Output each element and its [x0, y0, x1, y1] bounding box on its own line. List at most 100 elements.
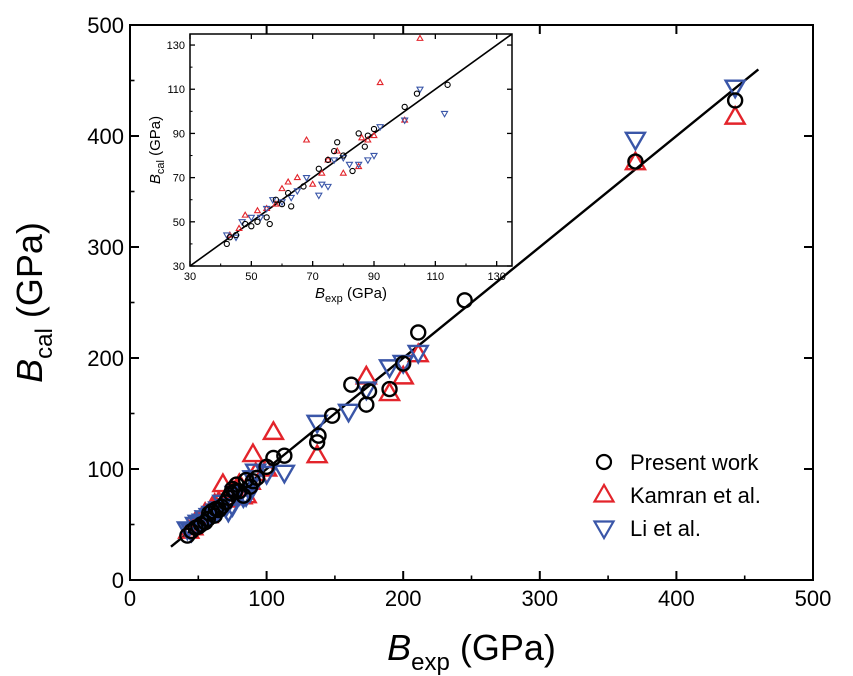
inset-point-circle [242, 220, 249, 228]
inset-point-circle [300, 183, 307, 190]
inset-point-triangle-down [339, 155, 348, 163]
main-point-circle [395, 355, 412, 372]
inset-point-circle [324, 156, 332, 164]
main-point-triangle-down [723, 79, 747, 100]
inset-x-tick-label: 50 [245, 271, 257, 283]
main-y-tick-label: 400 [87, 124, 124, 149]
legend: Present work Kamran et al. Li et al. [592, 450, 761, 541]
inset-x-axis-label-subscript: exp [325, 293, 343, 305]
main-point-triangle-down [623, 131, 647, 152]
inset-point-triangle-up [339, 169, 348, 176]
main-x-axis-label-unit: (GPa) [450, 627, 556, 668]
inset-point-triangle-up [278, 184, 286, 192]
inset-point-circle [278, 200, 286, 208]
inset-point-triangle-down [416, 86, 424, 94]
main-point-circle [310, 427, 327, 444]
main-series-circle [179, 92, 744, 544]
inset-point-triangle-up [284, 177, 292, 185]
inset-point-triangle-up [293, 173, 302, 181]
inset-point-triangle-down [363, 157, 372, 165]
inset-point-circle [272, 196, 280, 203]
inset-point-triangle-up [370, 131, 378, 139]
main-x-tick-label: 0 [124, 586, 136, 611]
inset-point-circle [315, 165, 322, 172]
inset-point-triangle-up [333, 147, 342, 154]
main-y-tick-label: 100 [87, 457, 124, 482]
main-y-axis-label-symbol: B [9, 359, 50, 383]
inset-point-triangle-down [247, 214, 256, 222]
main-point-triangle-up [305, 443, 329, 464]
inset-x-axis-label: Bexp (GPa) [315, 285, 387, 305]
main-y-tick-label: 0 [112, 568, 124, 593]
inset-series-triangle-down [222, 86, 449, 242]
inset-y-tick-label: 130 [167, 40, 185, 52]
inset-point-circle [355, 130, 362, 137]
inset-x-tick-label: 70 [307, 271, 319, 283]
inset-y-tick-label: 30 [173, 261, 185, 273]
main-point-triangle-up [354, 364, 378, 385]
inset-series-circle [223, 81, 451, 248]
inset-y-axis-label-unit: (GPa) [147, 116, 164, 160]
inset-point-triangle-down [370, 152, 378, 160]
inset-point-triangle-up [376, 78, 384, 86]
inset-point-circle [401, 103, 408, 111]
inset-point-triangle-down [262, 205, 271, 213]
main-y-tick-label: 200 [87, 346, 124, 371]
inset-point-triangle-down [345, 161, 354, 169]
main-point-triangle-down [272, 464, 296, 485]
main-x-axis-label-subscript: exp [411, 649, 450, 676]
main-point-circle [276, 447, 293, 464]
main-point-triangle-down [305, 414, 329, 435]
main-point-triangle-up [241, 442, 265, 463]
main-point-triangle-up [723, 104, 747, 125]
inset-point-triangle-up [308, 180, 317, 187]
inset-point-circle [266, 220, 273, 228]
inset-point-triangle-down [232, 234, 240, 242]
inset-point-circle [263, 214, 270, 221]
main-y-axis-label-subscript: cal [31, 328, 58, 359]
inset-point-triangle-down [268, 197, 277, 205]
main-plot: 0 100 200 300 400 500 0 100 200 300 400 500 Bexp (GP… [9, 13, 831, 676]
inset-point-triangle-up [262, 204, 271, 212]
inset-point-circle [334, 139, 341, 146]
main-point-circle [360, 383, 378, 400]
legend-marker-triangle-up [592, 482, 616, 503]
main-y-axis-label-unit: (GPa) [9, 222, 50, 328]
main-y-tick-label: 300 [87, 235, 124, 260]
inset-point-triangle-down [376, 124, 385, 132]
main-point-triangle-down [336, 403, 361, 424]
main-point-circle [726, 92, 744, 109]
inset-point-triangle-down [400, 117, 409, 125]
legend-marker-triangle-down [592, 520, 616, 541]
inset-x-axis-label-symbol: B [315, 285, 325, 302]
inset-point-circle [413, 90, 421, 97]
inset-y-tick-label: 110 [167, 84, 185, 96]
main-point-circle [323, 407, 341, 424]
inset-y-tick-label: 90 [173, 128, 185, 140]
main-x-tick-label: 100 [248, 586, 285, 611]
inset-point-triangle-down [317, 181, 326, 189]
inset-fit-line [190, 34, 512, 266]
main-point-triangle-up [377, 381, 402, 402]
main-y-axis-label: Bcal (GPa) [9, 222, 58, 383]
main-point-triangle-up [391, 364, 415, 385]
inset-point-circle [248, 223, 255, 230]
inset-x-tick-label: 90 [368, 271, 380, 283]
inset-point-circle [444, 81, 451, 88]
inset-point-triangle-up [272, 200, 280, 207]
main-x-tick-label: 200 [385, 586, 422, 611]
legend-label: Kamran et al. [630, 483, 761, 508]
inset-y-axis-label: Bcal (GPa) [147, 116, 167, 184]
inset-point-triangle-up [416, 34, 424, 41]
main-y-tick-label: 500 [87, 13, 124, 38]
main-point-circle [381, 380, 398, 398]
inset-point-circle [330, 147, 338, 155]
inset-point-triangle-up [364, 135, 372, 143]
inset-x-tick-label: 130 [487, 271, 505, 283]
main-point-circle [248, 469, 266, 487]
inset-x-tick-label: 30 [184, 271, 196, 283]
inset-point-circle [370, 125, 378, 133]
main-point-triangle-up [261, 419, 286, 441]
